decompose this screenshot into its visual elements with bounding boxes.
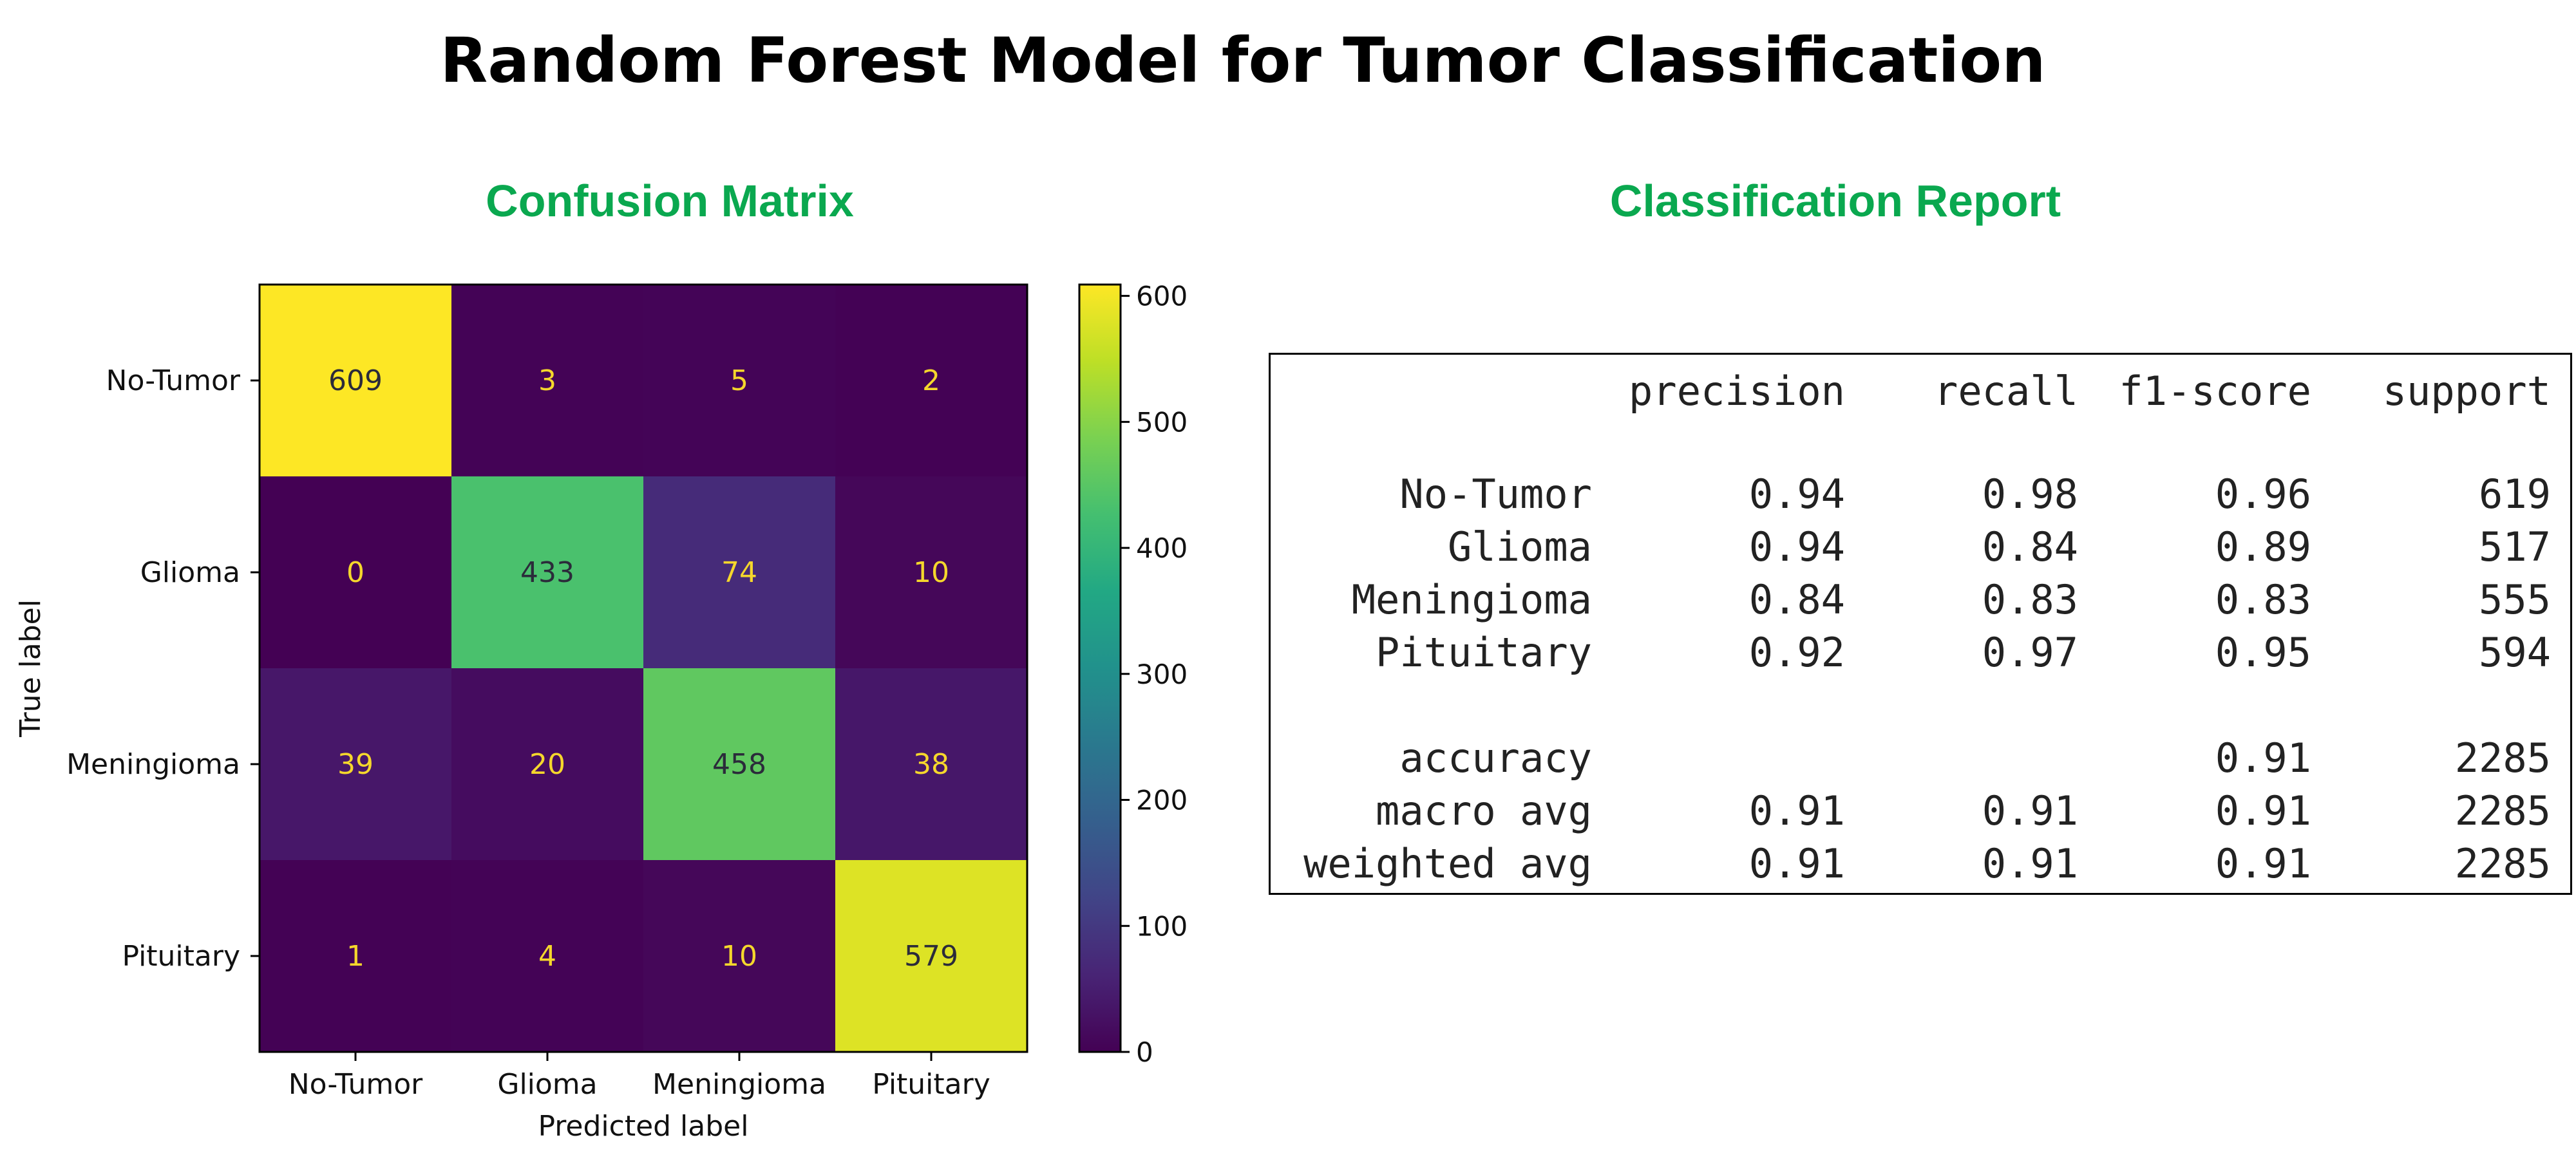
colorbar-tick-label: 0 xyxy=(1136,1036,1153,1068)
matrix-cell xyxy=(835,285,1027,476)
cell-value-label: 1 xyxy=(346,940,365,973)
report-row-label: Glioma xyxy=(1448,523,1592,570)
x-tick-label: Meningioma xyxy=(652,1068,826,1101)
report-f1: 0.91 xyxy=(2215,735,2311,782)
colorbar-tick-label: 400 xyxy=(1136,532,1188,564)
report-header-f1-score: f1-score xyxy=(2119,368,2311,415)
report-recall: 0.97 xyxy=(1982,629,2078,676)
report-precision: 0.94 xyxy=(1748,471,1845,518)
report-recall: 0.91 xyxy=(1982,787,2078,834)
report-precision: 0.94 xyxy=(1748,523,1845,570)
y-tick-label: Pituitary xyxy=(122,940,241,973)
report-recall: 0.84 xyxy=(1982,523,2078,570)
cell-value-label: 20 xyxy=(529,748,565,781)
colorbar xyxy=(1078,283,1122,1053)
cell-value-label: 609 xyxy=(328,364,383,397)
matrix-cell xyxy=(835,476,1027,668)
matrix-cell xyxy=(451,668,643,860)
y-tick-label: Glioma xyxy=(140,556,240,589)
y-axis-label: True label xyxy=(14,599,47,738)
report-f1: 0.95 xyxy=(2215,629,2311,676)
report-recall: 0.83 xyxy=(1982,576,2078,623)
report-row-label: No-Tumor xyxy=(1399,471,1592,518)
report-header-support: support xyxy=(2382,368,2551,415)
matrix-cell xyxy=(643,860,835,1052)
matrix-cell xyxy=(451,285,643,476)
cell-value-label: 5 xyxy=(730,364,748,397)
cell-value-label: 2 xyxy=(922,364,940,397)
cell-value-label: 579 xyxy=(904,940,958,973)
matrix-cell xyxy=(643,285,835,476)
colorbar-tick-label: 300 xyxy=(1136,659,1188,690)
colorbar-tick-label: 100 xyxy=(1136,910,1188,942)
matrix-cell xyxy=(643,476,835,668)
report-precision: 0.91 xyxy=(1748,787,1845,834)
report-header-recall: recall xyxy=(1934,368,2078,415)
report-f1: 0.91 xyxy=(2215,840,2311,887)
report-support: 2285 xyxy=(2454,735,2551,782)
cell-value-label: 10 xyxy=(913,556,949,589)
colorbar-tick-label: 500 xyxy=(1136,406,1188,438)
matrix-cell xyxy=(835,860,1027,1052)
x-tick-label: Glioma xyxy=(497,1068,597,1101)
x-tick-label: Pituitary xyxy=(872,1068,990,1101)
report-row-label: Meningioma xyxy=(1351,576,1592,623)
x-axis-label: Predicted label xyxy=(538,1110,749,1143)
cell-value-label: 0 xyxy=(346,556,365,589)
report-precision: 0.92 xyxy=(1748,629,1845,676)
report-f1: 0.91 xyxy=(2215,787,2311,834)
classification-report-title: Classification Report xyxy=(1609,176,2061,226)
report-support: 555 xyxy=(2479,576,2551,623)
report-precision: 0.91 xyxy=(1748,840,1845,887)
report-support: 2285 xyxy=(2454,787,2551,834)
matrix-frame xyxy=(258,283,1028,1053)
cell-value-label: 10 xyxy=(721,940,757,973)
matrix-cell xyxy=(260,285,451,476)
report-support: 594 xyxy=(2479,629,2551,676)
report-row-label: Pituitary xyxy=(1376,629,1592,676)
matrix-cell xyxy=(260,476,451,668)
report-summary-label: macro avg xyxy=(1376,787,1592,834)
cell-value-label: 74 xyxy=(721,556,757,589)
colorbar-tick-label: 600 xyxy=(1136,281,1188,312)
report-f1: 0.83 xyxy=(2215,576,2311,623)
cell-value-label: 3 xyxy=(538,364,556,397)
report-f1: 0.89 xyxy=(2215,523,2311,570)
report-support: 2285 xyxy=(2454,840,2551,887)
report-support: 619 xyxy=(2479,471,2551,518)
cell-value-label: 38 xyxy=(913,748,949,781)
report-summary-label: accuracy xyxy=(1399,735,1592,782)
page-title: Random Forest Model for Tumor Classifica… xyxy=(440,24,2046,97)
report-recall: 0.98 xyxy=(1982,471,2078,518)
report-f1: 0.96 xyxy=(2215,471,2311,518)
matrix-cell xyxy=(260,668,451,860)
cell-value-label: 4 xyxy=(538,940,556,973)
matrix-cell xyxy=(643,668,835,860)
cell-value-label: 39 xyxy=(337,748,374,781)
y-tick-label: No-Tumor xyxy=(106,364,241,397)
classification-report-table: precision recall f1-score support No-Tumor 0.… xyxy=(1269,353,2572,895)
report-recall: 0.91 xyxy=(1982,840,2078,887)
report-summary-label: weighted avg xyxy=(1303,840,1592,887)
matrix-cell xyxy=(835,668,1027,860)
matrix-cell xyxy=(451,860,643,1052)
report-header-precision: precision xyxy=(1629,368,1845,415)
confusion-matrix-title: Confusion Matrix xyxy=(486,176,854,226)
colorbar-tick-label: 200 xyxy=(1136,785,1188,816)
y-tick-label: Meningioma xyxy=(66,748,240,781)
matrix-cell xyxy=(451,476,643,668)
cell-value-label: 458 xyxy=(712,748,766,781)
report-precision: 0.84 xyxy=(1748,576,1845,623)
matrix-cell xyxy=(260,860,451,1052)
report-support: 517 xyxy=(2479,523,2551,570)
cell-value-label: 433 xyxy=(520,556,574,589)
x-tick-label: No-Tumor xyxy=(289,1068,423,1101)
